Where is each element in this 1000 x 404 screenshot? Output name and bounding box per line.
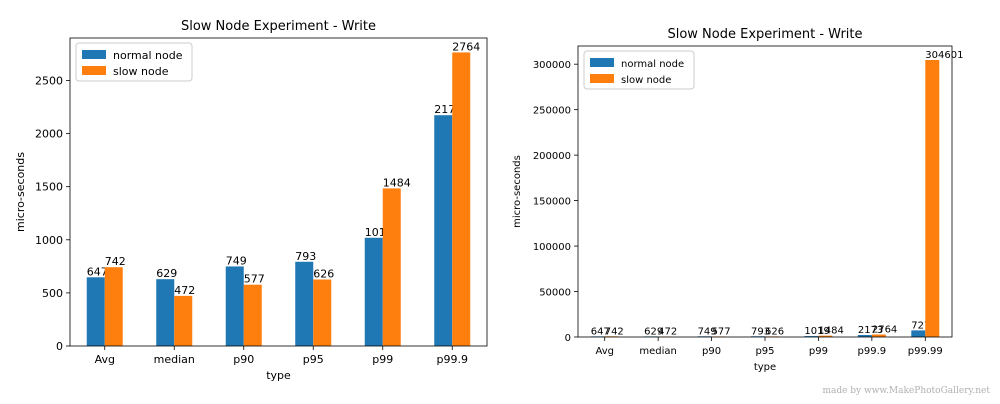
y-tick-label-300000: 300000: [533, 60, 571, 71]
bar-normal-Avg: [87, 277, 105, 346]
legend: normal node slow node: [76, 43, 192, 81]
bar-normal-median: [156, 279, 174, 346]
data-label-normal-p95: 793: [295, 250, 316, 263]
data-label-slow-p99.99: 304601: [925, 50, 963, 61]
data-label-normal-p90: 749: [226, 254, 247, 267]
bar-slow-median: [174, 296, 192, 346]
chart-2: 647742Avg629472median749577p90793626p951…: [512, 27, 963, 373]
chart-title: Slow Node Experiment - Write: [181, 19, 376, 34]
data-label-slow-Avg: 742: [605, 326, 624, 337]
x-tick-label-p95: p95: [303, 353, 324, 366]
legend-swatch-slow: [590, 74, 614, 83]
bar-slow-p99.9: [452, 52, 470, 346]
bar-slow-p95: [313, 280, 331, 346]
data-label-slow-p90: 577: [244, 273, 265, 286]
x-tick-label-median: median: [639, 346, 677, 357]
y-tick-label-200000: 200000: [533, 151, 571, 162]
legend-label-slow: slow node: [621, 75, 671, 86]
data-label-slow-Avg: 742: [105, 255, 126, 268]
watermark: made by www.MakePhotoGallery.net: [822, 386, 990, 396]
x-tick-label-p99: p99: [372, 353, 393, 366]
bar-normal-p90: [226, 266, 244, 346]
x-tick-label-p90: p90: [702, 346, 721, 357]
x-tick-label-p90: p90: [233, 353, 254, 366]
x-tick-label-p99: p99: [809, 346, 828, 357]
legend-swatch-normal: [82, 50, 106, 59]
y-tick-label-2500: 2500: [35, 74, 63, 87]
y-tick-label-1000: 1000: [35, 234, 63, 247]
x-tick-label-p95: p95: [755, 346, 774, 357]
y-tick-label-0: 0: [565, 333, 571, 344]
bar-slow-p99.99: [925, 60, 939, 337]
bar-normal-p95: [295, 262, 313, 346]
legend-swatch-slow: [82, 66, 106, 75]
bar-normal-p99.9: [434, 115, 452, 346]
legend: normal node slow node: [584, 51, 694, 89]
y-tick-label-250000: 250000: [533, 106, 571, 117]
x-tick-label-median: median: [154, 353, 195, 366]
legend-swatch-normal: [590, 58, 614, 67]
data-label-slow-p95: 626: [313, 268, 334, 281]
y-tick-label-150000: 150000: [533, 197, 571, 208]
plot-frame: [70, 38, 487, 346]
y-tick-label-50000: 50000: [539, 288, 571, 299]
bar-normal-p99: [365, 238, 383, 346]
x-tick-label-Avg: Avg: [595, 346, 614, 357]
x-axis-label: type: [266, 369, 291, 382]
x-axis-label: type: [754, 362, 776, 373]
y-tick-label-2000: 2000: [35, 128, 63, 141]
data-label-slow-p95: 626: [765, 326, 784, 337]
y-axis-label: micro-seconds: [14, 152, 27, 232]
legend-label-normal: normal node: [113, 49, 183, 62]
y-tick-label-100000: 100000: [533, 242, 571, 253]
x-tick-label-p99.9: p99.9: [858, 346, 887, 357]
data-label-slow-median: 472: [658, 327, 677, 338]
data-label-slow-p99: 1484: [383, 176, 411, 189]
data-label-normal-median: 629: [156, 267, 177, 280]
y-axis-label: micro-seconds: [512, 155, 523, 228]
bar-slow-Avg: [105, 267, 123, 346]
data-label-slow-median: 472: [174, 284, 195, 297]
y-tick-label-500: 500: [42, 287, 63, 300]
legend-label-normal: normal node: [621, 59, 684, 70]
x-tick-label-Avg: Avg: [95, 353, 115, 366]
bar-slow-p99: [383, 188, 401, 346]
chart-title: Slow Node Experiment - Write: [667, 27, 862, 42]
x-tick-label-p99.9: p99.9: [437, 353, 468, 366]
data-label-slow-p99: 1484: [818, 326, 843, 337]
data-label-slow-p99.9: 2764: [452, 40, 480, 53]
data-label-slow-p99.9: 2764: [872, 324, 897, 335]
data-label-slow-p90: 577: [712, 326, 731, 337]
plot-frame: [578, 46, 952, 337]
x-tick-label-p99.99: p99.99: [908, 346, 943, 357]
bar-slow-p90: [244, 285, 262, 346]
y-tick-label-1500: 1500: [35, 181, 63, 194]
y-tick-label-0: 0: [56, 340, 63, 353]
chart-1: 647742Avg629472median749577p90793626p951…: [14, 19, 487, 382]
legend-label-slow: slow node: [113, 65, 169, 78]
